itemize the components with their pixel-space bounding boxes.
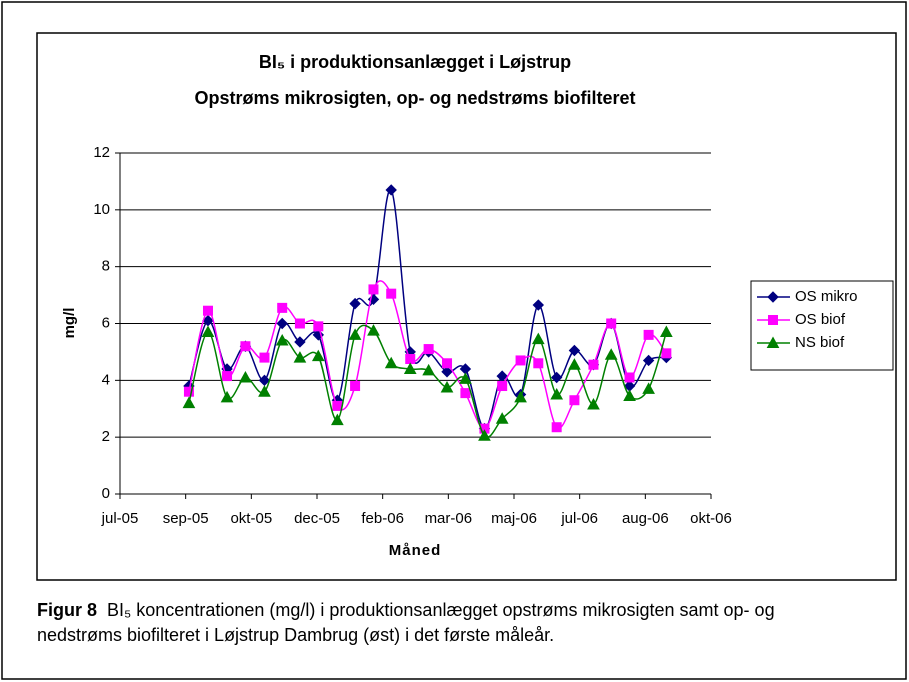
data-point (222, 371, 233, 382)
data-point (623, 389, 636, 401)
data-point (183, 386, 194, 397)
y-axis-label: mg/l (61, 308, 78, 339)
legend-marker (766, 336, 780, 348)
data-point (550, 371, 563, 384)
data-point (604, 348, 618, 360)
legend-label: NS biof (795, 334, 845, 351)
data-point (348, 328, 362, 340)
x-tick-label: okt-06 (690, 510, 732, 527)
data-point (441, 366, 453, 378)
data-point (201, 325, 215, 338)
data-point (660, 325, 673, 338)
data-point (569, 395, 580, 406)
data-point (239, 370, 252, 383)
legend-label: OS mikro (795, 288, 858, 305)
data-point (258, 385, 271, 397)
data-point (568, 344, 581, 357)
data-point (220, 390, 234, 403)
data-point (440, 380, 454, 393)
data-point (386, 288, 397, 299)
data-point (624, 372, 635, 383)
data-point (515, 355, 526, 366)
data-point (240, 341, 251, 352)
data-point (606, 318, 617, 329)
data-point (293, 351, 307, 363)
x-tick-label: okt-05 (230, 510, 272, 527)
data-point (550, 388, 564, 400)
data-point (311, 349, 325, 362)
data-point (533, 358, 544, 369)
data-point (385, 184, 397, 196)
data-point (276, 317, 288, 330)
data-point (332, 400, 343, 411)
data-point (551, 422, 562, 433)
y-tick-label: 6 (102, 314, 110, 331)
series-line (188, 189, 667, 430)
data-point (422, 363, 435, 376)
data-point (275, 334, 289, 346)
chart-title: BI₅ i produktionsanlægget i Løjstrup (259, 52, 571, 72)
data-point (349, 297, 361, 310)
data-point (531, 332, 545, 345)
data-point (331, 413, 344, 426)
y-tick-label: 2 (102, 428, 110, 445)
data-point (587, 397, 600, 410)
x-tick-label: dec-05 (294, 510, 340, 527)
data-point (403, 362, 417, 374)
caption-text: BI₅ koncentrationen (mg/l) i produktions… (37, 600, 775, 645)
data-point (277, 302, 288, 313)
data-point (642, 382, 655, 394)
x-tick-label: aug-06 (622, 510, 669, 527)
legend-marker (767, 291, 779, 303)
data-point (350, 381, 361, 392)
y-tick-label: 10 (93, 201, 110, 218)
data-point (643, 329, 654, 340)
data-point (384, 356, 398, 369)
data-point (459, 372, 472, 384)
x-tick-label: jul-05 (101, 510, 139, 527)
data-point (367, 324, 380, 336)
data-point (368, 284, 379, 295)
x-tick-label: jul-06 (560, 510, 598, 527)
chart-subtitle: Opstrøms mikrosigten, op- og nedstrøms b… (194, 88, 635, 108)
data-point (423, 344, 434, 355)
y-tick-label: 0 (102, 485, 110, 502)
y-tick-label: 4 (102, 371, 110, 388)
data-point (661, 348, 672, 359)
data-point (460, 388, 471, 399)
legend-label: OS biof (795, 311, 846, 328)
data-point (642, 354, 655, 367)
data-point (568, 358, 581, 370)
data-point (497, 381, 508, 392)
caption: Figur 8 BI₅ koncentrationen (mg/l) i pro… (37, 598, 827, 648)
legend-marker (768, 315, 778, 325)
caption-label: Figur 8 (37, 600, 98, 620)
data-point (478, 429, 491, 441)
x-tick-label: sep-05 (163, 510, 209, 527)
data-point (442, 358, 453, 369)
data-point (495, 412, 509, 424)
x-tick-label: feb-06 (361, 510, 404, 527)
data-point (405, 354, 416, 365)
x-axis-label: Måned (389, 542, 442, 559)
data-point (294, 336, 306, 348)
x-tick-label: maj-06 (491, 510, 537, 527)
y-tick-label: 12 (93, 144, 110, 161)
data-point (259, 352, 270, 363)
data-point (514, 390, 527, 403)
y-tick-label: 8 (102, 258, 110, 275)
data-point (588, 359, 599, 370)
data-point (294, 318, 305, 329)
data-point (532, 299, 545, 311)
x-tick-label: mar-06 (425, 510, 473, 527)
data-point (182, 396, 196, 409)
data-point (202, 305, 213, 316)
data-point (313, 321, 324, 332)
